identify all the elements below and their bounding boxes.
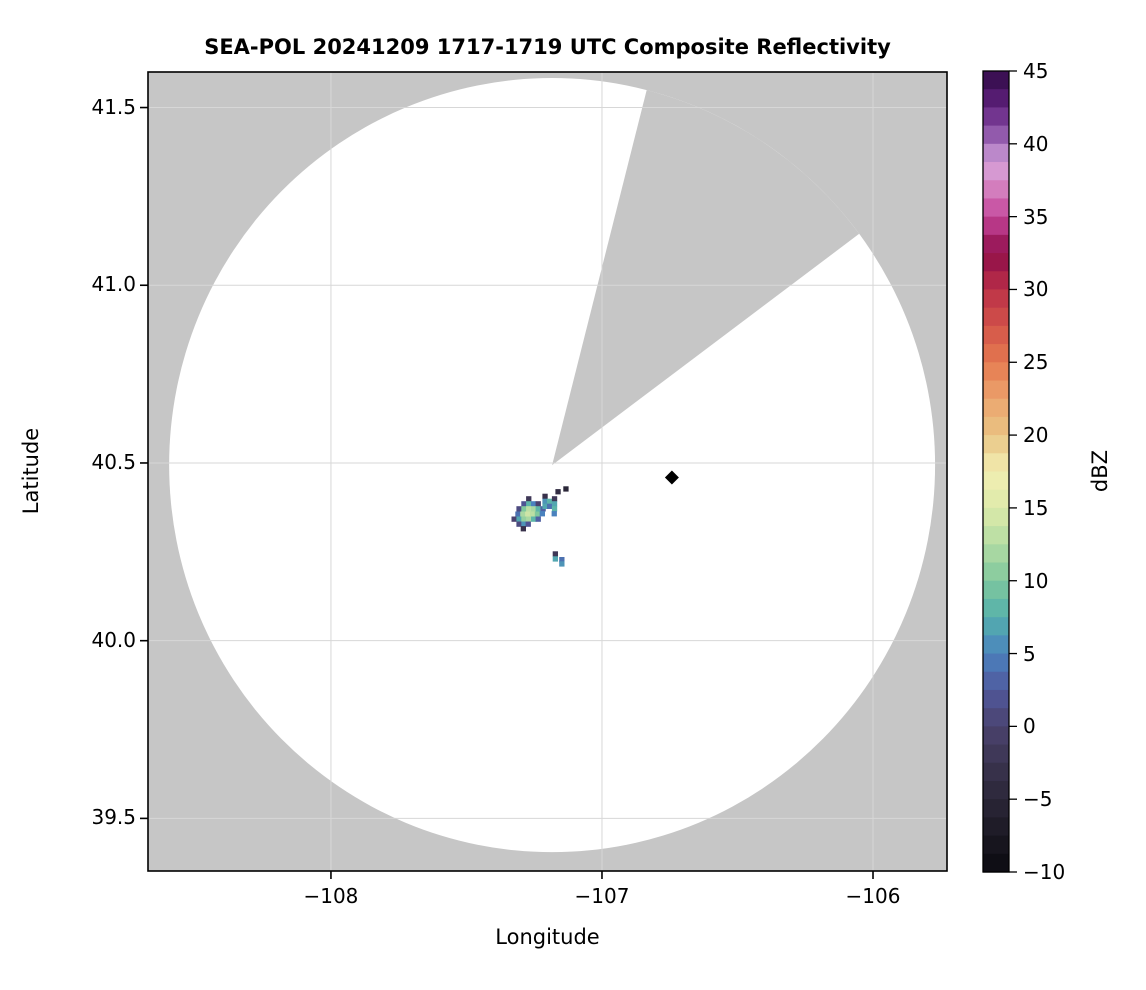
gridlines xyxy=(148,72,947,871)
colorbar-tick-marks xyxy=(1009,70,1017,873)
x-tick-label: −107 xyxy=(574,884,630,908)
axis-tick-marks xyxy=(140,106,874,879)
colorbar-tick-label: 40 xyxy=(1023,131,1049,156)
colorbar-tick-label: 45 xyxy=(1023,59,1049,83)
colorbar-tick-label: 10 xyxy=(1023,568,1049,593)
x-axis-label: Longitude xyxy=(495,925,600,949)
blocked-sector-wedge xyxy=(552,90,860,466)
x-tick-label: −108 xyxy=(303,884,359,908)
colorbar-outline xyxy=(982,70,1010,873)
plot-border xyxy=(147,71,948,872)
x-tick-label: −106 xyxy=(845,884,901,908)
radar-site-marker xyxy=(664,470,679,485)
y-tick-label: 41.0 xyxy=(91,272,136,297)
chart-title: SEA-POL 20241209 1717-1719 UTC Composite… xyxy=(204,35,891,59)
colorbar-tick-label: 30 xyxy=(1023,277,1049,302)
colorbar-tick-label: 0 xyxy=(1023,714,1036,739)
y-tick-label: 41.5 xyxy=(91,94,136,119)
reflectivity-echoes xyxy=(511,486,569,567)
colorbar-tick-label: −10 xyxy=(1023,860,1066,884)
y-tick-label: 40.5 xyxy=(91,449,136,474)
colorbar-tick-label: 25 xyxy=(1023,350,1049,375)
colorbar-tick-label: −5 xyxy=(1023,787,1053,812)
y-tick-label: 39.5 xyxy=(91,805,136,830)
y-tick-label: 40.0 xyxy=(91,627,136,652)
colorbar-label: dBZ xyxy=(1088,449,1112,493)
colorbar xyxy=(982,70,1010,873)
colorbar-tick-label: 5 xyxy=(1023,641,1036,666)
colorbar-tick-label: 35 xyxy=(1023,204,1049,229)
colorbar-tick-label: 20 xyxy=(1023,423,1049,448)
colorbar-tick-label: 15 xyxy=(1023,495,1049,520)
